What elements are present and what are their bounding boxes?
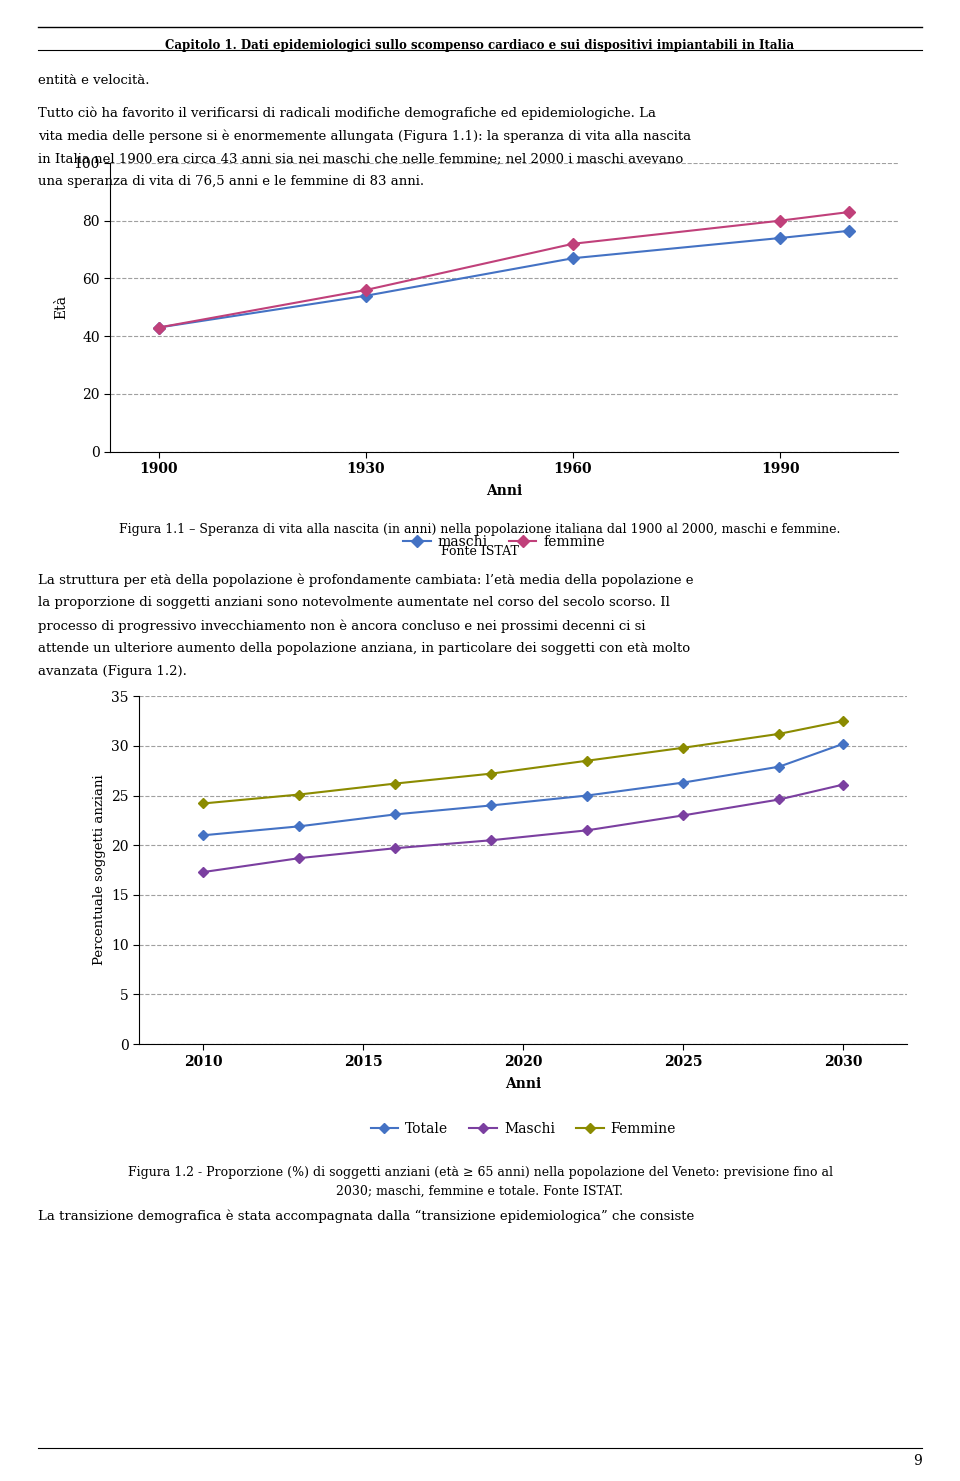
Maschi [582, 822, 593, 840]
Femmine [774, 726, 785, 743]
Totale [678, 773, 689, 791]
maschi [775, 230, 786, 247]
Maschi [390, 840, 401, 857]
femmine [775, 212, 786, 230]
Line: maschi: maschi [155, 227, 853, 332]
femmine [844, 203, 855, 221]
Femmine [198, 795, 209, 813]
Totale [294, 818, 305, 835]
Femmine [582, 752, 593, 770]
Line: Maschi: Maschi [200, 780, 847, 875]
Totale [837, 735, 849, 752]
Text: Capitolo 1. Dati epidemiologici sullo scompenso cardiaco e sui dispositivi impia: Capitolo 1. Dati epidemiologici sullo sc… [165, 39, 795, 52]
Text: La struttura per età della popolazione è profondamente cambiata: l’età media del: La struttura per età della popolazione è… [38, 573, 694, 586]
Line: Femmine: Femmine [200, 717, 847, 807]
femmine [567, 235, 579, 253]
Text: vita media delle persone si è enormemente allungata (Figura 1.1): la speranza di: vita media delle persone si è enormement… [38, 129, 691, 144]
Femmine [486, 764, 497, 782]
Totale [582, 786, 593, 804]
maschi [153, 318, 164, 336]
Legend: maschi, femmine: maschi, femmine [397, 529, 611, 554]
Text: 2030; maschi, femmine e totale. Fonte ISTAT.: 2030; maschi, femmine e totale. Fonte IS… [337, 1185, 623, 1198]
Totale [198, 826, 209, 844]
maschi [360, 287, 372, 305]
Femmine [390, 775, 401, 792]
Maschi [294, 849, 305, 866]
Text: La transizione demografica è stata accompagnata dalla “transizione epidemiologic: La transizione demografica è stata accom… [38, 1210, 695, 1223]
Text: in Italia nel 1900 era circa 43 anni sia nei maschi che nelle femmine; nel 2000 : in Italia nel 1900 era circa 43 anni sia… [38, 153, 684, 166]
Text: avanzata (Figura 1.2).: avanzata (Figura 1.2). [38, 665, 187, 678]
Text: Tutto ciò ha favorito il verificarsi di radicali modifiche demografiche ed epide: Tutto ciò ha favorito il verificarsi di … [38, 107, 657, 120]
Maschi [837, 776, 849, 794]
X-axis label: Anni: Anni [486, 484, 522, 499]
Totale [390, 806, 401, 823]
Text: Figura 1.2 - Proporzione (%) di soggetti anziani (età ≥ 65 anni) nella popolazio: Figura 1.2 - Proporzione (%) di soggetti… [128, 1166, 832, 1179]
X-axis label: Anni: Anni [505, 1077, 541, 1091]
Maschi [198, 863, 209, 881]
Femmine [837, 712, 849, 730]
Text: una speranza di vita di 76,5 anni e le femmine di 83 anni.: una speranza di vita di 76,5 anni e le f… [38, 175, 424, 188]
Text: 9: 9 [913, 1454, 922, 1468]
Text: Figura 1.1 – Speranza di vita alla nascita (in anni) nella popolazione italiana : Figura 1.1 – Speranza di vita alla nasci… [119, 523, 841, 536]
Legend: Totale, Maschi, Femmine: Totale, Maschi, Femmine [365, 1117, 682, 1142]
Y-axis label: Età: Età [54, 295, 68, 320]
Femmine [294, 785, 305, 803]
Maschi [774, 791, 785, 809]
Text: Fonte ISTAT: Fonte ISTAT [441, 545, 519, 558]
maschi [844, 222, 855, 240]
Totale [486, 797, 497, 815]
Line: femmine: femmine [155, 207, 853, 332]
maschi [567, 249, 579, 267]
Text: attende un ulteriore aumento della popolazione anziana, in particolare dei sogge: attende un ulteriore aumento della popol… [38, 643, 690, 655]
Text: la proporzione di soggetti anziani sono notevolmente aumentate nel corso del sec: la proporzione di soggetti anziani sono … [38, 595, 670, 609]
Line: Totale: Totale [200, 740, 847, 838]
Totale [774, 758, 785, 776]
Maschi [486, 831, 497, 849]
femmine [360, 281, 372, 299]
Femmine [678, 739, 689, 757]
Text: entità e velocità.: entità e velocità. [38, 74, 150, 87]
Text: processo di progressivo invecchiamento non è ancora concluso e nei prossimi dece: processo di progressivo invecchiamento n… [38, 619, 646, 632]
Y-axis label: Percentuale soggetti anziani: Percentuale soggetti anziani [92, 775, 106, 966]
femmine [153, 318, 164, 336]
Maschi [678, 807, 689, 825]
